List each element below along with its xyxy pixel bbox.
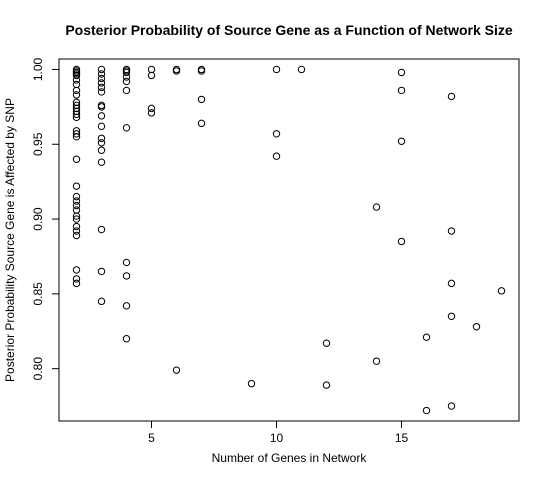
data-point <box>122 67 131 75</box>
data-point <box>122 77 131 86</box>
data-point <box>447 279 456 288</box>
data-point <box>72 275 81 283</box>
data-point <box>97 101 106 110</box>
data-point <box>72 192 81 201</box>
data-point <box>72 227 81 235</box>
y-tick-label: 0.95 <box>31 132 45 156</box>
data-point <box>72 197 81 205</box>
data-point <box>122 302 131 310</box>
data-point <box>72 91 81 99</box>
data-point <box>97 122 106 131</box>
chart-title: Posterior Probability of Source Gene as … <box>65 22 513 38</box>
plot-frame <box>58 58 520 422</box>
data-point <box>147 104 156 113</box>
data-point <box>97 134 106 142</box>
data-point <box>172 67 181 75</box>
data-point <box>97 83 106 92</box>
data-point <box>297 65 306 74</box>
data-point <box>397 68 406 77</box>
x-tick-label: 15 <box>395 431 409 445</box>
data-point <box>397 86 406 95</box>
data-point <box>147 65 156 74</box>
data-point <box>497 287 506 295</box>
data-point <box>72 201 81 210</box>
data-point <box>97 158 106 166</box>
data-point <box>122 124 131 132</box>
y-tick-label: 1.00 <box>31 57 45 81</box>
data-point <box>197 119 206 128</box>
data-point <box>72 71 81 80</box>
data-point <box>447 312 456 320</box>
data-point <box>172 65 181 74</box>
data-point <box>97 70 106 78</box>
data-point <box>72 206 81 214</box>
data-point <box>72 110 81 119</box>
data-point <box>97 74 106 83</box>
data-points <box>72 65 506 415</box>
data-point <box>72 231 81 240</box>
data-point <box>447 227 456 235</box>
y-tick-label: 0.90 <box>31 207 45 231</box>
data-point <box>422 333 431 341</box>
data-point <box>122 335 131 343</box>
data-point <box>97 146 106 154</box>
y-axis: 0.80 0.85 0.90 0.95 1.00 <box>31 57 59 380</box>
y-tick-label: 0.85 <box>31 282 45 306</box>
data-point <box>447 92 456 101</box>
data-point <box>122 258 131 267</box>
data-point <box>97 139 106 147</box>
data-point <box>97 267 106 276</box>
data-point <box>72 76 81 84</box>
data-point <box>97 225 106 234</box>
data-point <box>122 73 131 81</box>
data-point <box>97 79 106 87</box>
data-point <box>172 366 181 374</box>
y-tick-label: 0.80 <box>31 357 45 381</box>
data-point <box>197 95 206 104</box>
data-point <box>422 406 431 415</box>
data-point <box>147 71 156 80</box>
data-point <box>72 86 81 95</box>
data-point <box>397 137 406 145</box>
data-point <box>72 155 81 163</box>
data-point <box>147 109 156 117</box>
data-point <box>272 130 281 138</box>
data-point <box>72 215 81 223</box>
x-axis: 5 10 15 <box>148 421 408 445</box>
data-point <box>122 272 131 280</box>
data-point <box>97 88 106 96</box>
data-point <box>72 182 81 190</box>
data-point <box>197 67 206 75</box>
data-point <box>72 212 81 220</box>
data-point <box>272 65 281 74</box>
data-point <box>72 222 81 231</box>
data-point <box>197 65 206 74</box>
data-point <box>122 68 131 77</box>
data-point <box>97 297 106 306</box>
y-axis-label: Posterior Probability Source Gene is Aff… <box>3 98 17 382</box>
data-point <box>247 379 256 388</box>
data-point <box>122 86 131 95</box>
data-point <box>72 130 81 138</box>
data-point <box>372 203 381 211</box>
data-point <box>97 103 106 111</box>
x-axis-label: Number of Genes in Network <box>212 451 368 465</box>
data-point <box>72 266 81 274</box>
data-point <box>272 152 281 160</box>
data-point <box>72 133 81 141</box>
data-point <box>322 339 331 347</box>
data-point <box>372 357 381 365</box>
data-point <box>97 112 106 120</box>
data-point <box>72 80 81 89</box>
data-point <box>97 65 106 74</box>
data-point <box>447 402 456 410</box>
data-point <box>72 279 81 288</box>
data-point <box>72 113 81 122</box>
x-tick-label: 5 <box>148 431 155 445</box>
data-point <box>322 381 331 389</box>
x-tick-label: 10 <box>270 431 284 445</box>
data-point <box>472 323 481 331</box>
data-point <box>397 237 406 246</box>
